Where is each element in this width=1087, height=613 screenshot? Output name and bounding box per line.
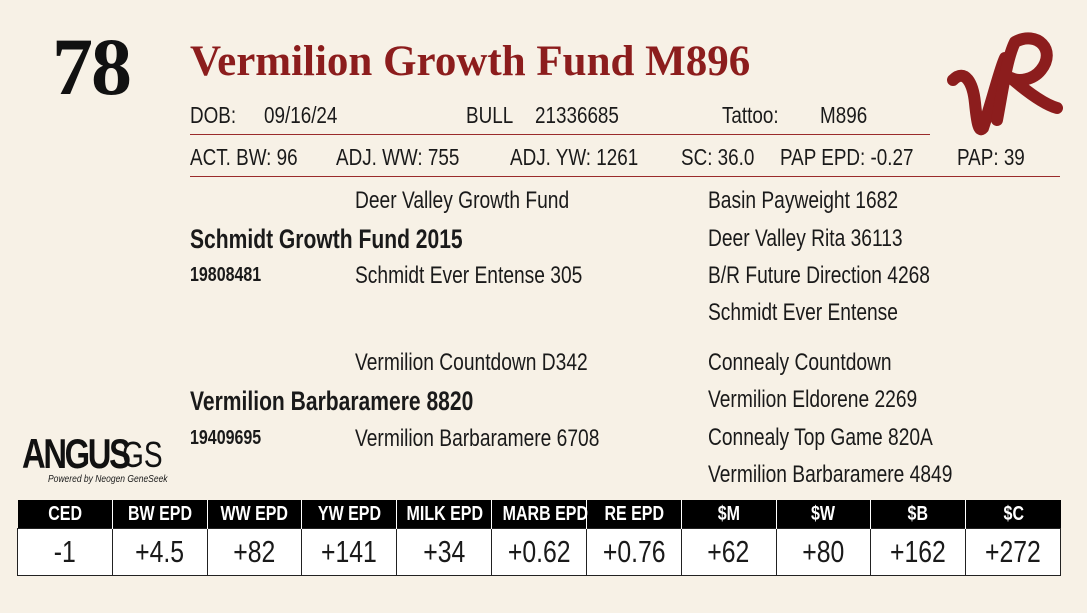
pap-value: PAP: 39 bbox=[957, 144, 1025, 170]
adjusted-yw: ADJ. YW: 1261 bbox=[510, 144, 639, 170]
epd-header-m-index: $M bbox=[681, 500, 777, 529]
epd-value-w-index: +80 bbox=[775, 528, 872, 576]
sire-dam-sire: B/R Future Direction 4268 bbox=[708, 262, 930, 289]
adjusted-ww: ADJ. WW: 755 bbox=[336, 144, 460, 170]
dam-sire-sire: Connealy Countdown bbox=[708, 349, 892, 376]
scrotal-circumference: SC: 36.0 bbox=[681, 144, 755, 170]
dam-registration: 19409695 bbox=[190, 427, 262, 449]
epd-header-w-index: $W bbox=[776, 500, 872, 529]
sire-dam: Schmidt Ever Entense 305 bbox=[355, 262, 583, 289]
animal-name: Vermilion Growth Fund M896 bbox=[190, 38, 751, 85]
sire-sire-dam: Deer Valley Rita 36113 bbox=[708, 225, 903, 252]
dam-sire-dam: Vermilion Eldorene 2269 bbox=[708, 386, 918, 413]
sire-dam-dam: Schmidt Ever Entense bbox=[708, 299, 898, 326]
dam-dam: Vermilion Barbaramere 6708 bbox=[355, 425, 600, 452]
epd-header-re: RE EPD bbox=[586, 500, 682, 529]
tattoo-label: Tattoo: bbox=[722, 102, 779, 128]
sex-value: BULL bbox=[466, 102, 514, 128]
epd-header-yw: YW EPD bbox=[301, 500, 398, 529]
epd-value-bw: +4.5 bbox=[111, 528, 208, 576]
epd-header-ww: WW EPD bbox=[207, 500, 303, 529]
epd-value-ced: -1 bbox=[17, 528, 113, 576]
epd-value-re: +0.76 bbox=[585, 528, 682, 576]
performance-row: ACT. BW: 96 ADJ. WW: 755 ADJ. YW: 1261 S… bbox=[190, 142, 1060, 177]
epd-value-yw: +141 bbox=[301, 528, 398, 576]
gs-logo-word: GS bbox=[122, 434, 163, 475]
logo-tagline: Powered by Neogen GeneSeek bbox=[48, 474, 168, 485]
actual-bw: ACT. BW: 96 bbox=[190, 144, 298, 170]
epd-value-b-index: +162 bbox=[870, 528, 967, 576]
epd-header-b-index: $B bbox=[870, 500, 967, 529]
epd-value-row: -1 +4.5 +82 +141 +34 +0.62 +0.76 +62 +80… bbox=[17, 528, 1061, 576]
registration-number: 21336685 bbox=[535, 102, 619, 128]
details-row: DOB: 09/16/24 BULL 21336685 Tattoo: M896 bbox=[190, 100, 930, 135]
dam-sire: Vermilion Countdown D342 bbox=[355, 349, 588, 376]
epd-value-milk: +34 bbox=[396, 528, 493, 576]
dam-name: Vermilion Barbaramere 8820 bbox=[190, 386, 474, 416]
epd-header-ced: CED bbox=[17, 500, 113, 529]
epd-header-marb: MARB EPD bbox=[491, 500, 588, 529]
dam-dam-sire: Connealy Top Game 820A bbox=[708, 424, 933, 451]
epd-header-c-index: $C bbox=[965, 500, 1061, 529]
angus-logo-word: ANGUS bbox=[22, 430, 131, 477]
epd-table: CED BW EPD WW EPD YW EPD MILK EPD MARB E… bbox=[17, 500, 1061, 576]
sire-registration: 19808481 bbox=[190, 264, 262, 286]
epd-value-ww: +82 bbox=[206, 528, 303, 576]
lot-number: 78 bbox=[52, 21, 132, 112]
angus-gs-logo: ANGUS GS Powered by Neogen GeneSeek bbox=[22, 430, 172, 490]
pap-epd: PAP EPD: -0.27 bbox=[780, 144, 914, 170]
dam-dam-dam: Vermilion Barbaramere 4849 bbox=[708, 461, 953, 488]
epd-header-milk: MILK EPD bbox=[396, 500, 493, 529]
epd-value-m-index: +62 bbox=[680, 528, 777, 576]
epd-header-bw: BW EPD bbox=[112, 500, 208, 529]
sire-sire-sire: Basin Payweight 1682 bbox=[708, 187, 898, 214]
sire-sire: Deer Valley Growth Fund bbox=[355, 187, 570, 214]
dob-value: 09/16/24 bbox=[264, 102, 338, 128]
epd-value-c-index: +272 bbox=[965, 528, 1061, 576]
epd-value-marb: +0.62 bbox=[491, 528, 587, 576]
sire-name: Schmidt Growth Fund 2015 bbox=[190, 224, 463, 254]
dob-label: DOB: bbox=[190, 102, 237, 128]
vr-brand-logo: VR bbox=[947, 32, 1063, 136]
tattoo-value: M896 bbox=[820, 102, 868, 128]
epd-header-row: CED BW EPD WW EPD YW EPD MILK EPD MARB E… bbox=[17, 500, 1061, 529]
